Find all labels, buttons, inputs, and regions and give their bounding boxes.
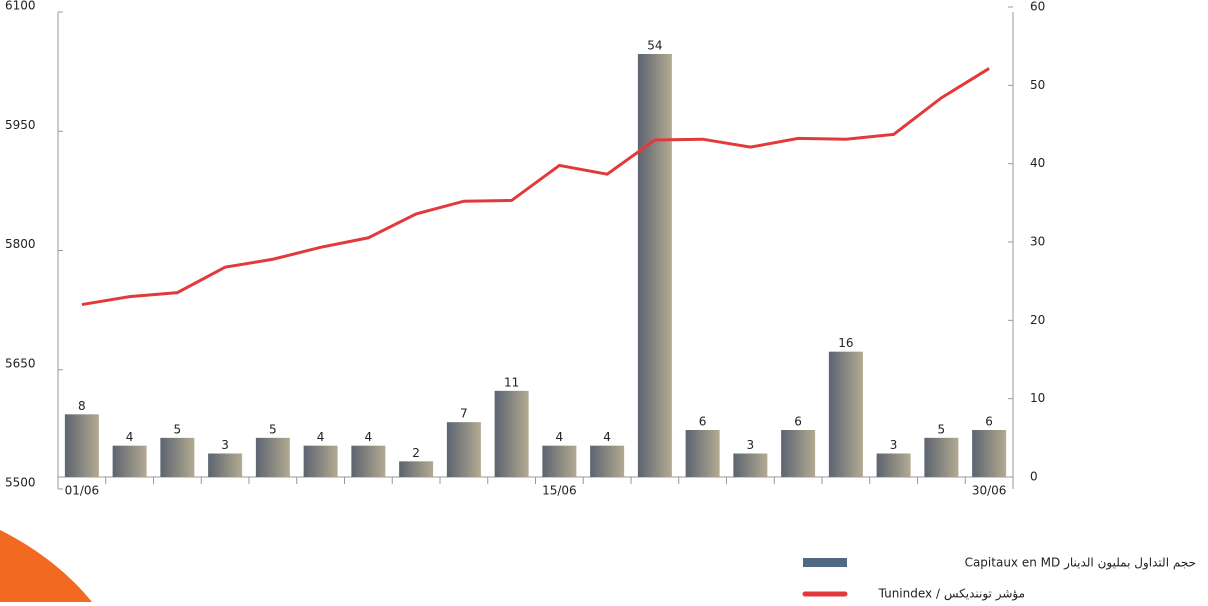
data-label: 4 bbox=[126, 430, 134, 444]
data-label: 5 bbox=[938, 422, 946, 436]
legend-label: مؤشر توننديكس / Tunindex bbox=[878, 587, 1025, 602]
bar bbox=[685, 430, 720, 477]
y-tick-label: 5800 bbox=[5, 237, 36, 251]
bar bbox=[733, 453, 768, 477]
data-label: 4 bbox=[365, 430, 373, 444]
data-label: 5 bbox=[174, 422, 182, 436]
y2-tick-label: 40 bbox=[1030, 156, 1045, 170]
y-tick-label: 6100 bbox=[5, 0, 36, 13]
bar bbox=[781, 430, 816, 477]
data-label: 6 bbox=[794, 415, 802, 429]
line bbox=[81, 67, 990, 307]
legend-swatch bbox=[803, 558, 847, 567]
bar bbox=[637, 54, 672, 477]
data-label: 54 bbox=[647, 39, 662, 53]
data-label: 7 bbox=[460, 407, 468, 421]
y2-tick-label: 20 bbox=[1030, 313, 1045, 327]
y-tick-label: 5650 bbox=[5, 356, 36, 370]
data-label: 16 bbox=[838, 336, 853, 350]
data-label: 4 bbox=[317, 430, 325, 444]
bar bbox=[64, 414, 99, 477]
data-label: 5 bbox=[269, 422, 277, 436]
data-label: 6 bbox=[699, 415, 707, 429]
bar bbox=[351, 445, 386, 477]
data-label: 2 bbox=[412, 446, 420, 460]
data-label: 3 bbox=[221, 438, 229, 452]
bar bbox=[160, 437, 195, 477]
y2-tick-label: 60 bbox=[1030, 0, 1045, 14]
bar bbox=[828, 351, 863, 477]
y2-tick-label: 30 bbox=[1030, 235, 1045, 249]
data-label: 4 bbox=[556, 430, 564, 444]
bar bbox=[542, 445, 577, 477]
bar bbox=[303, 445, 338, 477]
x-tick-label: 01/06 bbox=[65, 484, 100, 498]
data-label: 3 bbox=[890, 438, 898, 452]
y2-tick-label: 50 bbox=[1030, 78, 1045, 92]
bar bbox=[399, 461, 434, 477]
y-tick-label: 5500 bbox=[5, 476, 36, 490]
data-label: 6 bbox=[985, 415, 993, 429]
data-label: 4 bbox=[603, 430, 611, 444]
data-label: 3 bbox=[747, 438, 755, 452]
legend-label: حجم التداول بمليون الدينار Capitaux en M… bbox=[965, 556, 1196, 571]
y2-tick-label: 10 bbox=[1030, 391, 1045, 405]
y-tick-label: 5950 bbox=[5, 118, 36, 132]
bar bbox=[446, 422, 481, 477]
bar bbox=[112, 445, 147, 477]
bar bbox=[924, 437, 959, 477]
decoration bbox=[0, 530, 92, 602]
y2-tick-label: 0 bbox=[1030, 470, 1038, 484]
bar bbox=[255, 437, 290, 477]
data-label: 8 bbox=[78, 399, 86, 413]
bar bbox=[590, 445, 625, 477]
x-tick-label: 30/06 bbox=[972, 484, 1007, 498]
bar bbox=[494, 390, 529, 477]
data-label: 11 bbox=[504, 375, 519, 389]
bar bbox=[876, 453, 911, 477]
bar bbox=[208, 453, 243, 477]
x-tick-label: 15/06 bbox=[542, 484, 577, 498]
bar bbox=[972, 430, 1007, 477]
